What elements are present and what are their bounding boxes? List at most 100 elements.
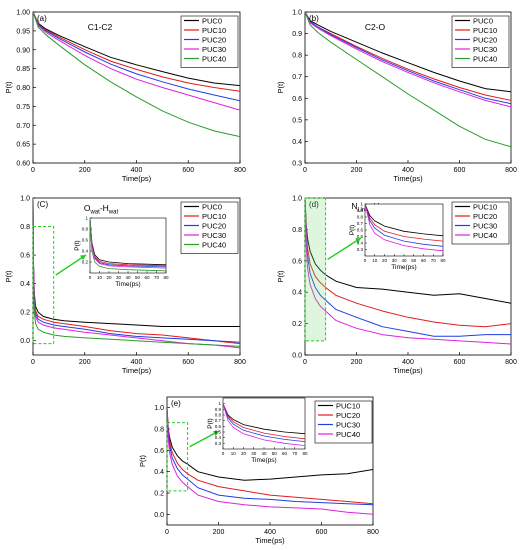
inset-x-label: Time(ps) xyxy=(391,264,416,271)
inset-x-tick-label: 0 xyxy=(364,258,367,263)
inset-y-tick-label: 0.7 xyxy=(215,418,222,423)
x-tick-label: 200 xyxy=(351,359,363,366)
panel-title: Owat-Hwat xyxy=(84,203,119,216)
inset-frame xyxy=(364,203,444,257)
inset-series-line-PUC40 xyxy=(365,204,443,252)
y-tick-label: 0.3 xyxy=(292,161,302,168)
inset-y-tick-label: 0.4 xyxy=(215,435,222,440)
inset-x-tick-label: 40 xyxy=(261,451,267,456)
legend-entry: PUC40 xyxy=(473,231,497,240)
y-tick-label: 0.95 xyxy=(16,28,30,35)
x-tick-label: 200 xyxy=(79,167,91,174)
inset-x-tick-label: 40 xyxy=(125,275,131,280)
x-tick-label: 0 xyxy=(165,529,169,536)
series-line-PUC10 xyxy=(305,198,511,304)
series-group xyxy=(33,12,240,138)
inset-y-tick-label: 0.2 xyxy=(82,260,89,265)
series-line-PUC40 xyxy=(305,12,511,148)
panel-title: C1-C2 xyxy=(88,22,113,32)
x-tick-label: 200 xyxy=(351,167,363,174)
series-line-PUC30 xyxy=(305,12,511,108)
x-tick-label: 0 xyxy=(303,167,307,174)
panel-3: 0 200 400 600 8000.00.20.40.60.81.0Time(ps)P… xyxy=(276,196,517,376)
series-line-PUC20 xyxy=(305,12,511,105)
series-group xyxy=(167,407,373,515)
inset-y-tick-label: 0.6 xyxy=(215,424,222,429)
series-line-PUC40 xyxy=(167,407,373,515)
inset-x-tick-label: 70 xyxy=(292,451,298,456)
inset-series-line-PUC20 xyxy=(223,403,305,440)
legend-entry: PUC20 xyxy=(202,36,226,45)
y-tick-label: 1.0 xyxy=(292,196,302,203)
inset-series-line-PUC10 xyxy=(365,204,443,237)
inset-x-tick-label: 10 xyxy=(231,451,237,456)
x-tick-label: 200 xyxy=(79,359,91,366)
y-tick-label: 1.00 xyxy=(16,10,30,17)
y-axis-label: P(t) xyxy=(138,454,147,467)
legend-entry: PUC40 xyxy=(202,55,226,64)
series-group xyxy=(33,198,240,349)
inset-series-line-PUC20 xyxy=(365,204,443,242)
y-tick-label: 0.0 xyxy=(292,353,302,360)
x-tick-label: 800 xyxy=(505,359,517,366)
y-tick-label: 0.90 xyxy=(16,47,30,54)
y-tick-label: 0.0 xyxy=(154,512,164,519)
legend-entry: PUC20 xyxy=(473,36,497,45)
inset-x-tick-label: 50 xyxy=(411,258,417,263)
inset-x-tick-label: 60 xyxy=(144,275,150,280)
y-tick-label: 0.4 xyxy=(292,290,302,297)
inset-x-tick-label: 80 xyxy=(302,451,308,456)
legend-entry: PUC30 xyxy=(202,231,226,240)
legend-entry: PUC30 xyxy=(202,45,226,54)
zoom-arrow xyxy=(55,254,87,276)
x-axis-label: Time(ps) xyxy=(122,174,152,183)
panel-label: (d) xyxy=(309,200,319,209)
inset-y-tick-label: 0.3 xyxy=(357,247,364,252)
inset-y-tick-label: 0.9 xyxy=(357,208,364,213)
y-tick-label: 0.2 xyxy=(154,491,164,498)
legend-entry: PUC10 xyxy=(473,203,497,212)
legend-entry: PUC40 xyxy=(473,55,497,64)
legend-entry: PUC30 xyxy=(336,421,360,430)
zoom-box xyxy=(166,422,189,492)
inset-y-tick-label: 0.5 xyxy=(357,234,364,239)
series-line-PUC30 xyxy=(167,407,373,506)
panel-4: 0 200 400 600 8000.00.20.40.60.81.0Time(ps)P… xyxy=(138,396,379,545)
inset-y-tick-label: 0.8 xyxy=(357,215,364,220)
y-tick-label: 0.70 xyxy=(16,123,30,130)
y-tick-label: 0.65 xyxy=(16,142,30,149)
x-tick-label: 400 xyxy=(402,359,414,366)
inset-series-line-PUC30 xyxy=(223,403,305,443)
inset-x-tick-label: 30 xyxy=(116,275,122,280)
inset-plot: 0 10 20 30 40 50 60 70 800.30.40.50.60.70.80.91T… xyxy=(349,202,446,272)
title-part: -H xyxy=(100,203,109,213)
x-tick-label: 400 xyxy=(131,167,143,174)
panel-1: 0 200 400 600 800 0.3 0.4 0.5 0.6 0.7 0.8 0.9 1.0 Tim… xyxy=(276,10,517,184)
y-axis-label: P(t) xyxy=(276,81,285,94)
title-part: N xyxy=(351,201,357,211)
x-tick-label: 600 xyxy=(182,167,194,174)
title-part: wat xyxy=(108,210,119,216)
y-tick-label: 0.8 xyxy=(154,427,164,434)
y-tick-label: 0.85 xyxy=(16,66,30,73)
x-tick-label: 200 xyxy=(213,529,225,536)
inset-plot: 0 10 20 30 40 50 60 70 80 0.2 0.4 0.6 0.8 1 Time(ps) P(… xyxy=(74,216,169,289)
inset-series-line-PUC30 xyxy=(365,204,443,247)
x-axis-label: Time(ps) xyxy=(393,174,423,183)
inset-y-tick-label: 1 xyxy=(360,202,363,207)
y-tick-label: 0.8 xyxy=(292,227,302,234)
y-tick-label: 0.75 xyxy=(16,104,30,111)
x-tick-label: 800 xyxy=(367,529,379,536)
inset-y-tick-label: 1 xyxy=(85,216,88,221)
panel-label: (a) xyxy=(37,14,47,23)
y-axis-label: P(t) xyxy=(4,270,13,283)
legend-entry: PUC30 xyxy=(473,45,497,54)
inset-y-label: P(t) xyxy=(349,225,356,235)
inset-x-tick-label: 60 xyxy=(421,258,427,263)
inset-series-line-PUC40 xyxy=(223,403,305,447)
inset-y-tick-label: 0.4 xyxy=(82,249,89,254)
title-part: O xyxy=(84,203,91,213)
y-tick-label: 0.6 xyxy=(154,448,164,455)
